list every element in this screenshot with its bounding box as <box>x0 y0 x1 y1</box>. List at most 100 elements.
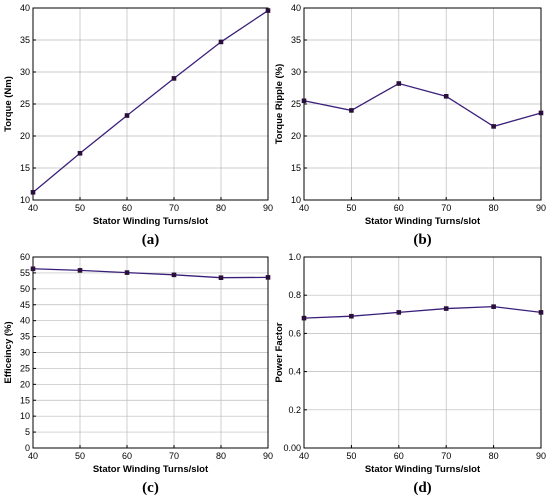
x-axis-label: Stator Winding Turns/slot <box>365 464 481 475</box>
data-point <box>349 108 354 113</box>
x-tick-label: 70 <box>169 451 179 461</box>
y-tick-label: 35 <box>20 35 30 45</box>
data-point <box>171 272 177 278</box>
plot-frame <box>303 256 542 449</box>
data-point <box>265 275 271 280</box>
y-tick-label: 45 <box>20 300 30 310</box>
y-tick-label: 0.2 <box>288 405 301 415</box>
x-tick-label: 70 <box>169 203 179 213</box>
y-tick-label: 35 <box>291 35 301 45</box>
panel-label: (c) <box>142 480 159 496</box>
y-tick-label: 25 <box>291 99 301 109</box>
x-tick-label: 60 <box>394 203 404 213</box>
data-point <box>218 275 224 280</box>
x-tick-label: 90 <box>536 451 546 461</box>
y-tick-label: 55 <box>20 268 30 278</box>
y-tick-label: 15 <box>20 395 30 405</box>
y-tick-label: 40 <box>20 3 30 13</box>
y-tick-label: 10 <box>20 195 30 205</box>
series-line <box>32 10 269 193</box>
x-tick-label: 50 <box>75 203 85 213</box>
y-tick-label: 25 <box>20 363 30 373</box>
y-tick-label: 0 <box>25 443 30 453</box>
data-point <box>265 8 271 13</box>
data-point <box>491 304 496 309</box>
data-point <box>30 266 36 272</box>
data-point <box>301 98 307 104</box>
y-tick-label: 0.4 <box>288 367 301 377</box>
panel-label: (d) <box>413 480 431 496</box>
y-tick-label: 30 <box>20 348 30 358</box>
y-tick-label: 25 <box>20 99 30 109</box>
data-point <box>77 150 83 156</box>
data-point <box>396 81 402 86</box>
x-tick-label: 90 <box>263 203 273 213</box>
y-axis-label: Torque (Nm) <box>3 76 14 132</box>
data-point <box>443 94 449 99</box>
data-point <box>124 270 130 275</box>
x-tick-label: 40 <box>299 203 309 213</box>
chart-panel: 40 50 60 70 80 90 0.00 0.2 0.4 0.6 0.8 1.0 Stator Wi… <box>274 252 546 496</box>
x-tick-label: 40 <box>28 203 38 213</box>
y-tick-label: 20 <box>291 131 301 141</box>
data-point <box>538 110 544 116</box>
data-point <box>538 310 544 315</box>
y-tick-label: 30 <box>291 67 301 77</box>
x-tick-label: 60 <box>394 451 404 461</box>
series-line <box>303 306 542 319</box>
data-point <box>30 190 36 195</box>
data-point <box>443 306 449 311</box>
y-axis-label: Power Factor <box>274 322 285 382</box>
y-tick-label: 20 <box>20 131 30 141</box>
data-point <box>491 124 496 129</box>
y-tick-label: 0.6 <box>288 328 301 338</box>
x-tick-label: 60 <box>122 203 132 213</box>
x-tick-label: 90 <box>263 451 273 461</box>
x-tick-label: 50 <box>346 203 356 213</box>
x-tick-label: 40 <box>28 451 38 461</box>
data-point <box>218 39 224 45</box>
x-axis-label: Stator Winding Turns/slot <box>93 216 209 227</box>
chart-panel: 40 50 60 70 80 90 10 15 20 25 30 35 40 Stator Winding… <box>3 3 273 248</box>
y-tick-label: 15 <box>291 163 301 173</box>
y-tick-label: 30 <box>20 67 30 77</box>
y-tick-label: 40 <box>20 316 30 326</box>
y-tick-label: 20 <box>20 379 30 389</box>
y-tick-label: 1.0 <box>288 252 301 262</box>
series-line <box>303 82 542 128</box>
data-point <box>77 268 83 273</box>
y-tick-label: 60 <box>20 252 30 262</box>
y-tick-label: 50 <box>20 284 30 294</box>
x-tick-label: 80 <box>216 203 226 213</box>
y-tick-label: 0.00 <box>283 443 301 453</box>
y-axis-label: Efficeincy (%) <box>3 321 14 383</box>
x-tick-label: 80 <box>216 451 226 461</box>
y-tick-label: 35 <box>20 332 30 342</box>
data-point <box>349 313 354 319</box>
y-tick-label: 40 <box>291 3 301 13</box>
y-tick-label: 5 <box>25 427 30 437</box>
x-tick-label: 40 <box>299 451 309 461</box>
x-tick-label: 60 <box>122 451 132 461</box>
x-tick-label: 80 <box>489 451 499 461</box>
chart-panel: 40 50 60 70 80 90 10 15 20 25 30 35 40 Stator Winding… <box>274 3 546 248</box>
x-tick-label: 50 <box>75 451 85 461</box>
y-axis-label: Torque Ripple (%) <box>274 64 285 145</box>
panel-label: (b) <box>413 232 431 248</box>
data-point <box>171 76 177 81</box>
x-axis-label: Stator Winding Turns/slot <box>365 216 481 227</box>
panel-label: (a) <box>142 232 160 248</box>
x-tick-label: 70 <box>441 203 451 213</box>
y-tick-label: 15 <box>20 163 30 173</box>
x-tick-label: 80 <box>489 203 499 213</box>
chart-panel: 40 50 60 70 80 90 0 5 10 15 20 25 30 35 40 45 50 55 60 Stat… <box>3 252 273 496</box>
x-tick-label: 50 <box>346 451 356 461</box>
data-point <box>124 113 130 118</box>
data-point <box>301 315 307 321</box>
data-point <box>396 310 402 315</box>
y-tick-label: 10 <box>20 411 30 421</box>
series-line <box>32 268 269 279</box>
x-tick-label: 70 <box>441 451 451 461</box>
x-axis-label: Stator Winding Turns/slot <box>93 464 209 475</box>
